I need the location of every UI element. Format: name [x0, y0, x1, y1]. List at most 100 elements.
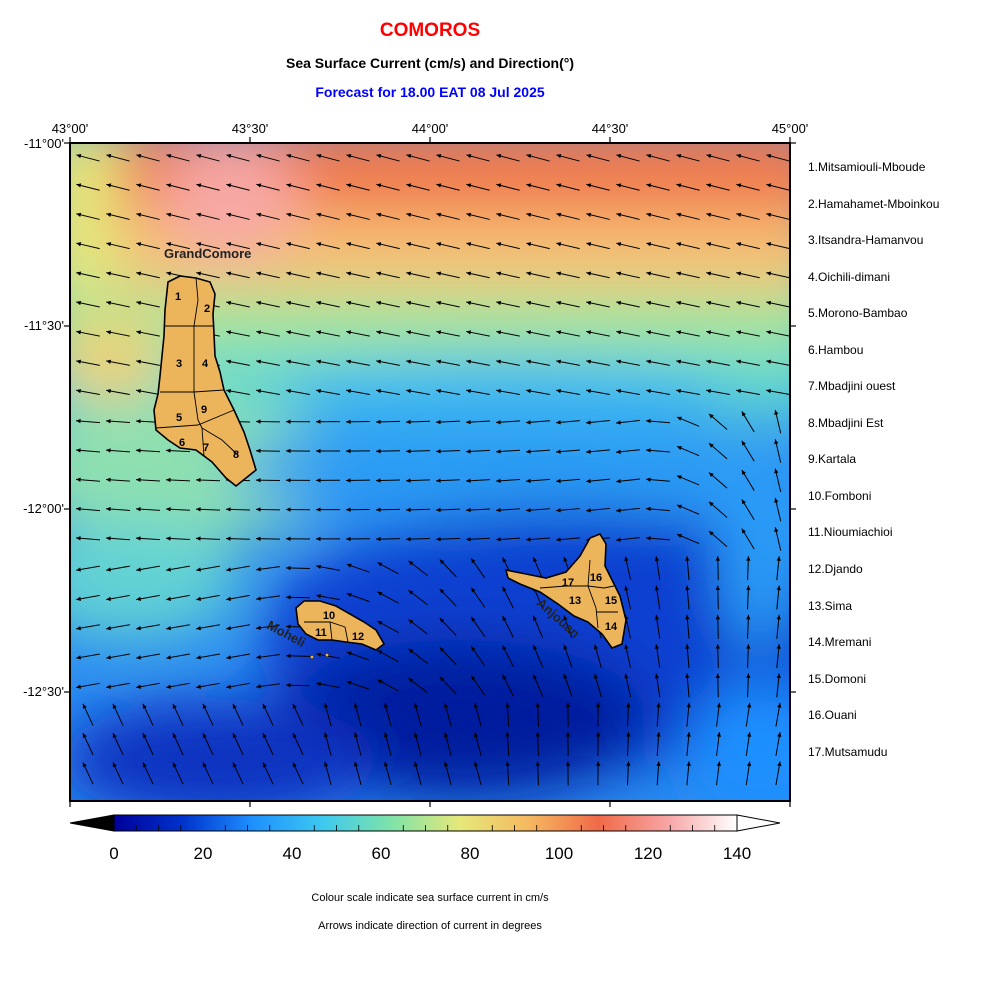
current-arrow-head [292, 733, 297, 739]
current-arrow-head [346, 419, 351, 424]
current-arrow-head [685, 585, 690, 591]
label-grand-comore: GrandComore [164, 246, 251, 261]
current-arrow-head [741, 470, 746, 476]
current-arrow-head [471, 646, 476, 652]
current-arrow-head [316, 330, 322, 335]
current-arrow-head [346, 330, 352, 335]
current-arrow-head [376, 212, 382, 217]
current-arrow-head [741, 499, 746, 505]
island-grand-comore [153, 275, 257, 488]
current-arrow-head [526, 388, 532, 394]
current-arrow-head [526, 271, 532, 276]
current-arrow-head [286, 419, 291, 424]
current-arrow-head [286, 183, 292, 188]
current-arrow-head [616, 183, 622, 188]
current-arrow-head [646, 359, 652, 364]
current-arrow-head [106, 359, 112, 364]
current-arrow-head [556, 388, 562, 394]
current-arrow-head [286, 330, 292, 335]
legend-item: 11.Nioumiachioi [808, 525, 893, 539]
region-number: 1 [175, 291, 181, 303]
current-arrow-head [136, 271, 142, 276]
current-arrow-head [715, 644, 720, 649]
legend-item: 13.Sima [808, 599, 853, 613]
current-arrow-head [535, 702, 540, 708]
current-arrow-head [496, 153, 502, 159]
current-arrow-head [616, 359, 622, 364]
current-arrow-head [466, 330, 472, 335]
current-arrow-head [286, 242, 292, 247]
legend-item: 6.Hambou [808, 343, 864, 357]
current-arrow-head [741, 528, 746, 534]
current-arrow-head [616, 242, 622, 247]
current-arrow-head [526, 420, 531, 425]
current-arrow-head [376, 183, 382, 188]
current-arrow-head [316, 419, 321, 424]
current-arrow-head [686, 702, 691, 708]
current-arrow-head [741, 440, 746, 446]
current-arrow-head [626, 761, 631, 766]
current-arrow-head [586, 449, 591, 454]
current-arrow-head [526, 330, 532, 335]
current-arrow-head [586, 300, 592, 306]
current-arrow-head [676, 242, 682, 247]
current-arrow-head [76, 477, 81, 482]
current-arrow-head [766, 388, 772, 394]
current-arrow-head [443, 703, 449, 709]
current-arrow-head [377, 679, 383, 684]
forecast-time: Forecast for 18.00 EAT 08 Jul 2025 [315, 84, 545, 100]
current-arrow-head [76, 330, 82, 335]
current-arrow-head [376, 271, 382, 276]
current-arrow-head [686, 732, 691, 737]
current-arrow-head [646, 300, 652, 306]
current-arrow-head [593, 644, 599, 650]
lat-tick-label: -12°00' [23, 501, 64, 516]
current-arrow-head [471, 558, 476, 564]
current-arrow-head [496, 183, 502, 188]
current-arrow-head [256, 153, 262, 159]
legend-item: 8.Mbadjini Est [808, 416, 884, 430]
current-arrow-head [686, 761, 691, 767]
current-arrow-head [466, 183, 472, 188]
current-arrow-head [316, 448, 321, 454]
current-arrow-head [406, 271, 412, 276]
current-arrow-head [777, 702, 782, 708]
current-arrow-head [316, 536, 321, 542]
current-arrow-head [166, 183, 172, 188]
current-arrow-head [502, 645, 507, 651]
current-arrow-head [226, 153, 232, 159]
current-arrow-head [286, 683, 291, 688]
colorbar-tick-label: 140 [723, 844, 751, 863]
current-arrow-head [316, 359, 322, 364]
current-speed-field [70, 143, 790, 801]
current-arrow-head [166, 684, 171, 689]
current-arrow-head [106, 242, 112, 247]
current-arrow-head [286, 271, 292, 276]
current-arrow-head [286, 153, 292, 159]
current-arrow-head [656, 732, 661, 737]
current-arrow-head [746, 614, 751, 620]
current-arrow-head [526, 183, 532, 188]
current-arrow-head [706, 300, 712, 306]
current-arrow-head [256, 684, 261, 689]
current-arrow-head [646, 330, 652, 335]
current-arrow-head [76, 183, 82, 188]
current-arrow-head [76, 596, 81, 601]
current-arrow-head [616, 330, 622, 335]
current-arrow-head [556, 359, 562, 364]
current-arrow-head [172, 703, 177, 709]
colorbar-tick-label: 100 [545, 844, 573, 863]
current-arrow-head [323, 703, 329, 709]
lat-tick-label: -11°00' [24, 136, 64, 151]
current-arrow-head [112, 703, 117, 709]
current-arrow-head [502, 616, 507, 622]
map-title: COMOROS [379, 20, 481, 41]
current-arrow-head [202, 762, 207, 768]
colorbar-tick-label: 20 [194, 844, 213, 863]
current-arrow-head [616, 508, 621, 513]
current-arrow-head [106, 596, 111, 601]
current-arrow-head [256, 567, 261, 572]
current-arrow-head [466, 300, 472, 306]
region-number: 4 [202, 358, 209, 370]
current-arrow-head [654, 585, 660, 591]
